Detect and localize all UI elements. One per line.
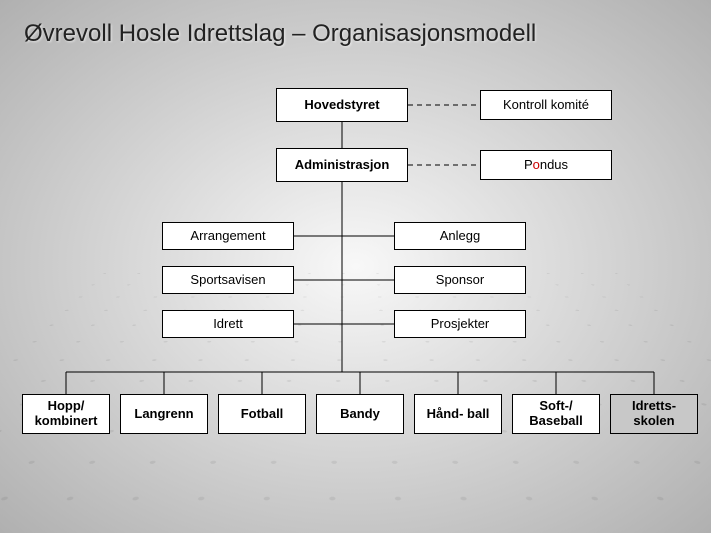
node-hopp: Hopp/ kombinert <box>22 394 110 434</box>
node-idrett: Idrett <box>162 310 294 338</box>
node-sponsor: Sponsor <box>394 266 526 294</box>
node-prosjekter: Prosjekter <box>394 310 526 338</box>
node-kontroll: Kontroll komité <box>480 90 612 120</box>
node-pondus: Pondus <box>480 150 612 180</box>
page-title: Øvrevoll Hosle Idrettslag – Organisasjon… <box>24 20 536 48</box>
node-bandy: Bandy <box>316 394 404 434</box>
node-hovedstyret: Hovedstyret <box>276 88 408 122</box>
node-admin: Administrasjon <box>276 148 408 182</box>
node-idrettsskolen: Idretts- skolen <box>610 394 698 434</box>
node-anlegg: Anlegg <box>394 222 526 250</box>
node-arrangement: Arrangement <box>162 222 294 250</box>
node-sportsavisen: Sportsavisen <box>162 266 294 294</box>
node-handball: Hånd- ball <box>414 394 502 434</box>
node-langrenn: Langrenn <box>120 394 208 434</box>
node-fotball: Fotball <box>218 394 306 434</box>
node-softball: Soft-/ Baseball <box>512 394 600 434</box>
